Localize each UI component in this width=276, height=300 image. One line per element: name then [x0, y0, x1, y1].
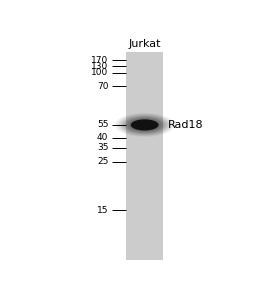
Ellipse shape	[131, 119, 158, 130]
Text: 100: 100	[91, 68, 108, 77]
Ellipse shape	[127, 118, 162, 132]
Text: 35: 35	[97, 143, 108, 152]
Text: 170: 170	[91, 56, 108, 65]
Ellipse shape	[129, 119, 160, 131]
Text: 70: 70	[97, 82, 108, 91]
Ellipse shape	[128, 118, 161, 131]
Ellipse shape	[126, 117, 164, 133]
Text: 25: 25	[97, 158, 108, 166]
Ellipse shape	[124, 117, 165, 133]
Ellipse shape	[124, 117, 166, 133]
Text: 130: 130	[91, 62, 108, 71]
Ellipse shape	[131, 119, 158, 130]
Text: 15: 15	[97, 206, 108, 215]
Ellipse shape	[130, 119, 160, 131]
Text: 55: 55	[97, 120, 108, 129]
Ellipse shape	[126, 118, 163, 132]
Text: Rad18: Rad18	[168, 120, 204, 130]
Text: Jurkat: Jurkat	[128, 39, 161, 49]
Ellipse shape	[123, 116, 166, 134]
Text: 40: 40	[97, 133, 108, 142]
Bar	[126, 52, 163, 260]
